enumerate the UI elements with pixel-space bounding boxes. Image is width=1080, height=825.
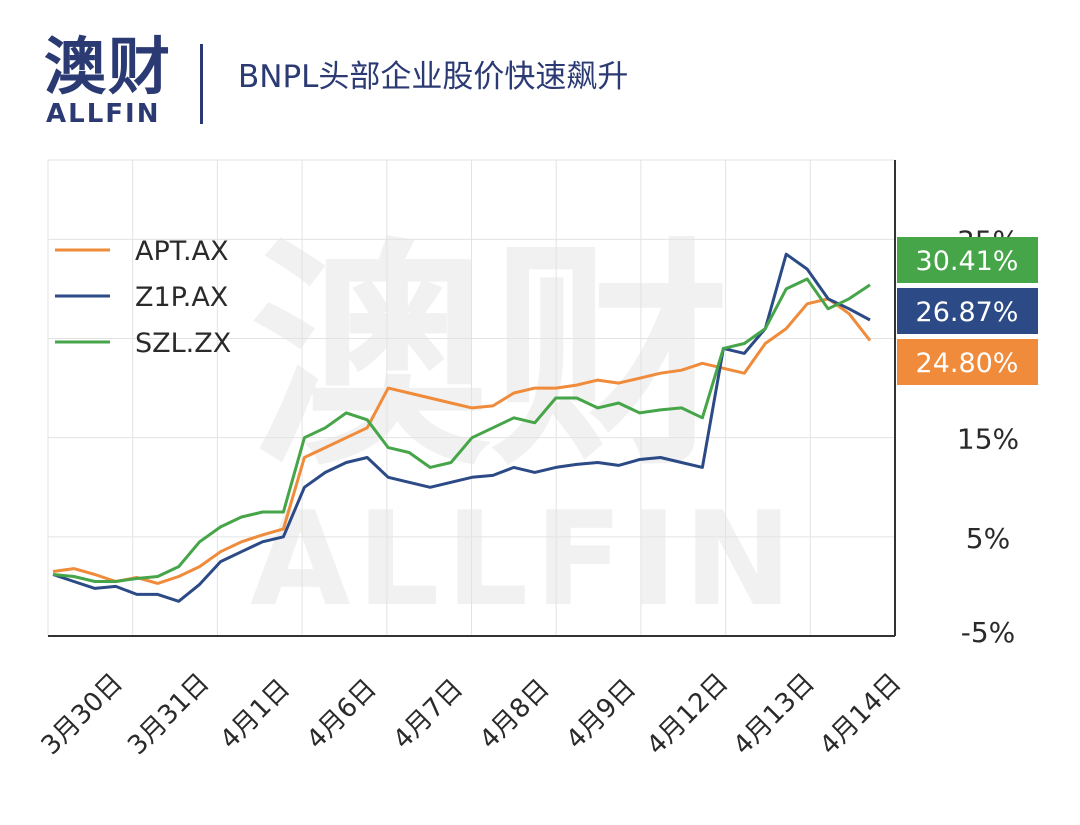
x-tick-label: 4月13日 <box>728 668 821 761</box>
series-line-szl-zx <box>52 277 871 583</box>
series-line-z1p-ax <box>52 252 871 603</box>
legend-label: SZL.ZX <box>135 328 231 359</box>
legend-label: Z1P.AX <box>135 282 228 313</box>
x-tick-label: 3月30日 <box>36 668 129 761</box>
x-tick-label: 4月14日 <box>814 668 907 761</box>
x-tick-label: 4月1日 <box>215 674 296 755</box>
end-value-badge <box>897 339 1038 385</box>
end-value-badge <box>897 288 1038 334</box>
x-tick-label: 4月9日 <box>561 674 642 755</box>
y-tick-label: 15% <box>957 423 1019 456</box>
logo-english: ALLFIN <box>46 99 161 129</box>
y-tick-label: 5% <box>966 522 1010 555</box>
logo-chinese: 澳财 <box>44 30 173 103</box>
chart-title: BNPL头部企业股价快速飙升 <box>238 59 629 95</box>
end-value-badge <box>897 237 1038 283</box>
legend-label: APT.AX <box>135 236 229 267</box>
watermark-english: ALLFIN <box>250 483 799 635</box>
x-tick-label: 4月7日 <box>388 674 469 755</box>
series-line-apt-ax <box>52 297 872 585</box>
x-tick-label: 4月12日 <box>641 668 734 761</box>
x-tick-label: 4月8日 <box>474 674 555 755</box>
y-tick-label: -5% <box>961 616 1016 649</box>
x-tick-label: 4月6日 <box>301 674 382 755</box>
x-tick-label: 3月31日 <box>122 668 215 761</box>
end-value-label: 24.80% <box>916 348 1019 379</box>
header-divider <box>200 44 203 124</box>
end-value-label: 26.87% <box>916 297 1019 328</box>
end-value-label: 30.41% <box>916 246 1019 277</box>
